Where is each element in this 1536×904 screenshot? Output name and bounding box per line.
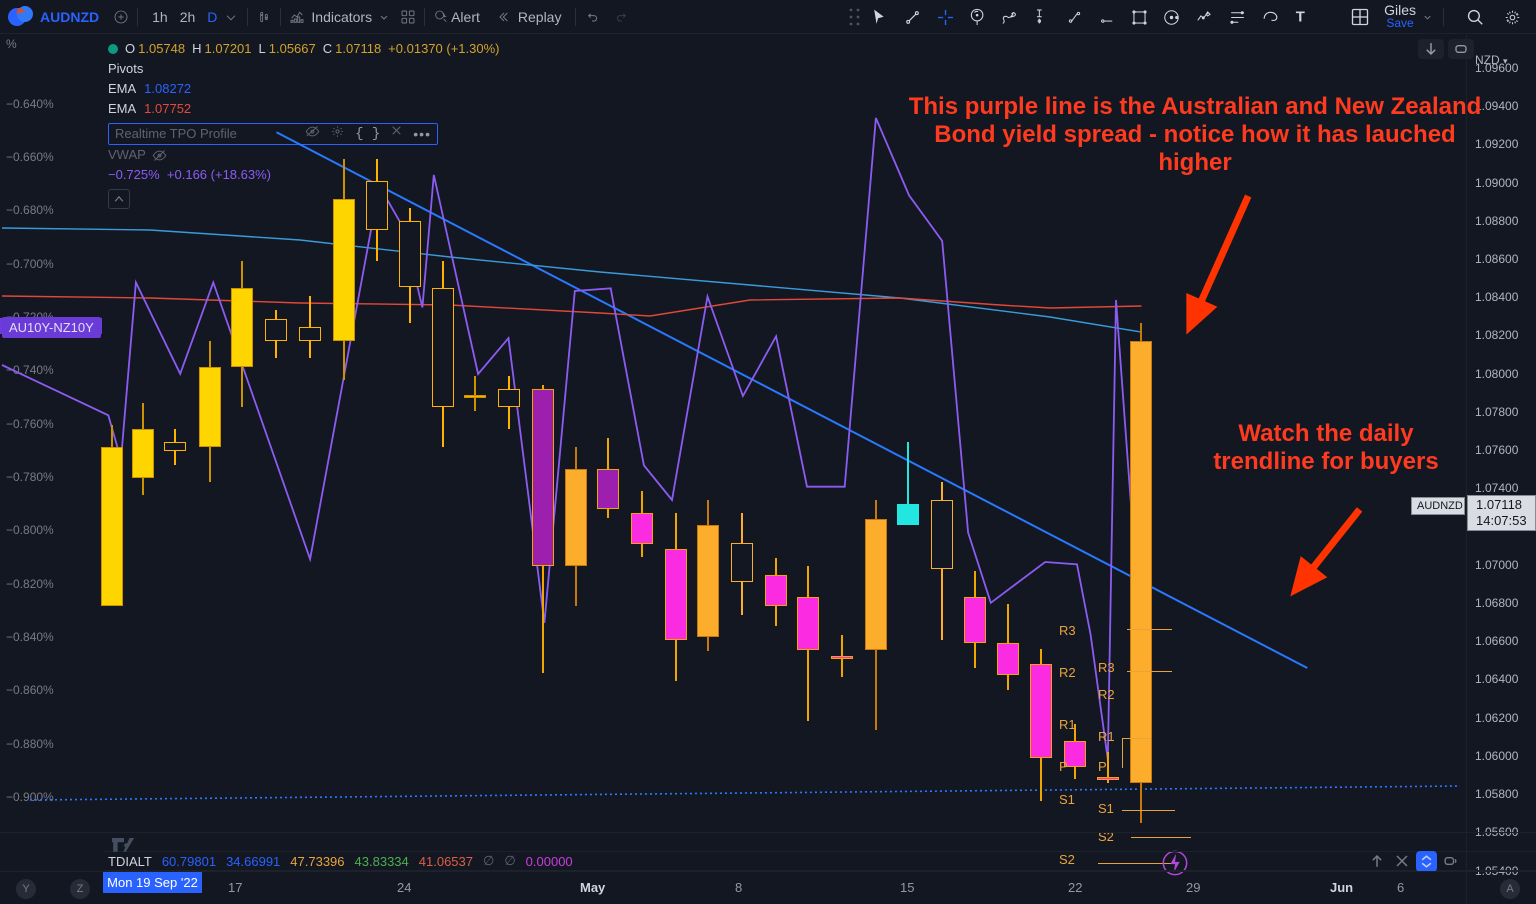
- svg-text:T: T: [1296, 9, 1305, 25]
